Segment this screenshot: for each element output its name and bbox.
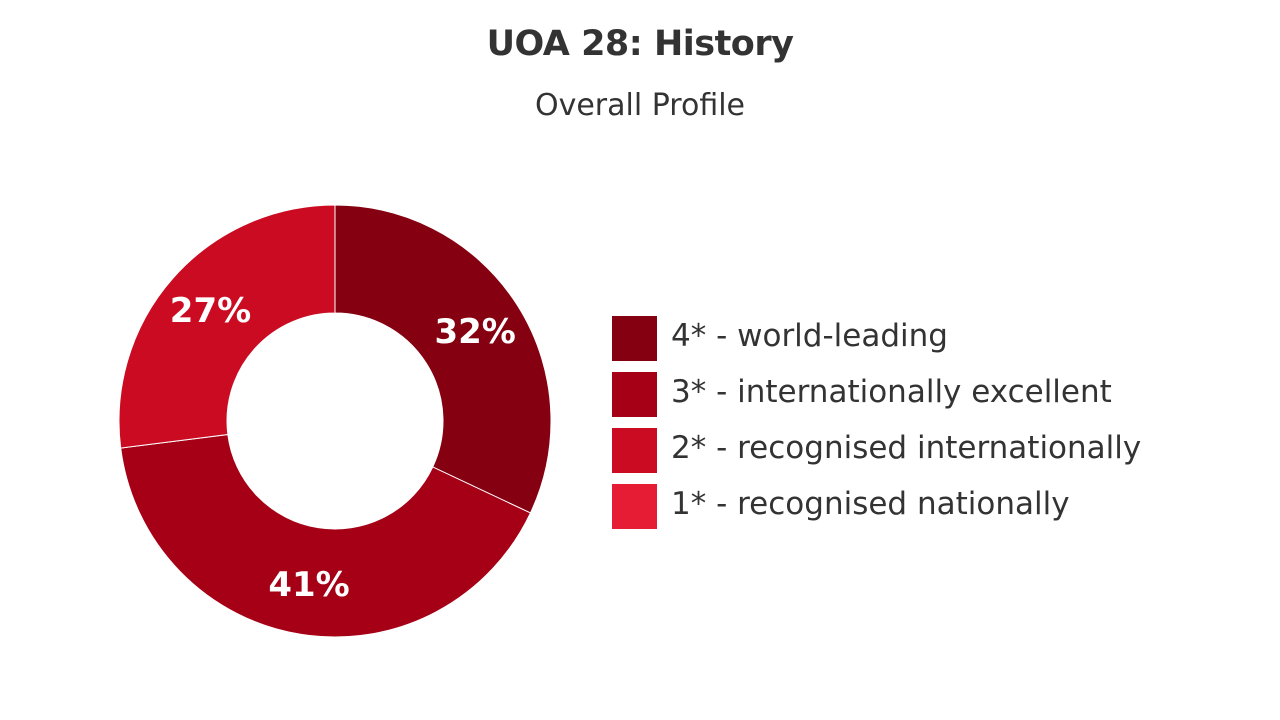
legend-label-4-star: 4* - world-leading xyxy=(671,318,948,354)
chart-title: UOA 28: History xyxy=(486,24,794,64)
slice-value-label-3-star: 41% xyxy=(268,565,349,605)
legend-swatch-1-star xyxy=(612,484,657,529)
legend-swatch-2-star xyxy=(612,428,657,473)
donut-chart: 32% 41% 27% xyxy=(118,204,552,638)
legend-swatch-4-star xyxy=(612,316,657,361)
slice-value-label-2-star: 27% xyxy=(170,291,251,331)
legend-label-2-star: 2* - recognised internationally xyxy=(671,430,1142,466)
slice-value-label-4-star: 32% xyxy=(434,312,515,352)
donut-slice-2-star xyxy=(118,204,336,449)
legend-label-1-star: 1* - recognised nationally xyxy=(671,486,1070,522)
donut-slice-3-star xyxy=(120,433,532,638)
legend-label-3-star: 3* - internationally excellent xyxy=(671,374,1112,410)
chart-subtitle: Overall Profile xyxy=(534,88,746,123)
legend-swatch-3-star xyxy=(612,372,657,417)
donut-slice-4-star xyxy=(334,204,552,514)
